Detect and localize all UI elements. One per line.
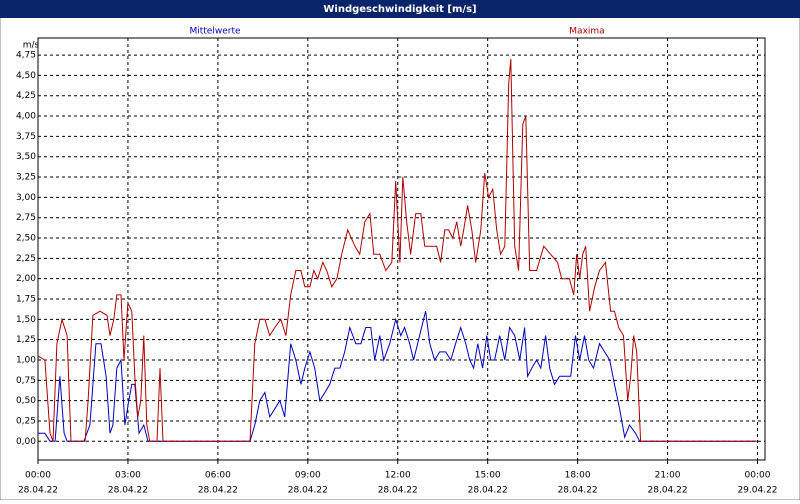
x-tick-date: 28.04.22 — [198, 486, 238, 496]
x-tick-date: 28.04.22 — [648, 486, 688, 496]
x-tick-label: 09:00 — [295, 471, 321, 481]
legend-entry: Mittelwerte — [189, 27, 240, 37]
y-tick-label: 0,00 — [16, 437, 36, 447]
x-tick-date: 29.04.22 — [737, 486, 777, 496]
y-tick-label: 2,25 — [16, 254, 36, 264]
y-tick-label: 4,00 — [16, 112, 36, 122]
y-tick-label: 1,25 — [16, 335, 36, 345]
y-unit: m/s — [23, 41, 40, 51]
y-tick-label: 2,75 — [16, 213, 36, 223]
plot-area — [37, 37, 766, 461]
x-tick-label: 21:00 — [655, 471, 681, 481]
y-tick-label: 1,75 — [16, 295, 36, 305]
y-tick-label: 4,50 — [16, 71, 36, 81]
y-tick-label: 3,50 — [16, 152, 36, 162]
title-bar — [0, 0, 800, 18]
chart-title: Windgeschwindigkeit [m/s] — [323, 4, 476, 15]
x-tick-date: 28.04.22 — [378, 486, 418, 496]
y-tick-label: 4,75 — [16, 51, 36, 61]
x-tick-label: 18:00 — [565, 471, 591, 481]
y-tick-label: 0,75 — [16, 376, 36, 386]
x-tick-date: 28.04.22 — [558, 486, 598, 496]
x-tick-date: 28.04.22 — [18, 486, 58, 496]
x-tick-date: 28.04.22 — [468, 486, 508, 496]
x-tick-label: 15:00 — [475, 471, 501, 481]
x-tick-label: 06:00 — [205, 471, 231, 481]
data-line — [37, 59, 757, 442]
y-tick-label: 0,25 — [16, 416, 36, 426]
y-tick-label: 2,50 — [16, 234, 36, 244]
x-tick-label: 03:00 — [115, 471, 141, 481]
legend-entry: Maxima — [569, 27, 604, 37]
x-tick-label: 00:00 — [745, 471, 771, 481]
y-tick-label: 3,75 — [16, 132, 36, 142]
y-tick-label: 1,50 — [16, 315, 36, 325]
y-tick-label: 1,00 — [16, 355, 36, 365]
x-tick-date: 28.04.22 — [108, 486, 148, 496]
y-tick-label: 3,00 — [16, 193, 36, 203]
x-tick-label: 12:00 — [385, 471, 411, 481]
y-tick-label: 2,00 — [16, 274, 36, 284]
y-tick-label: 4,25 — [16, 91, 36, 101]
data-line — [38, 311, 757, 442]
x-tick-label: 00:00 — [25, 471, 51, 481]
y-tick-label: 0,50 — [16, 396, 36, 406]
x-tick-date: 28.04.22 — [288, 486, 328, 496]
y-tick-label: 3,25 — [16, 173, 36, 183]
